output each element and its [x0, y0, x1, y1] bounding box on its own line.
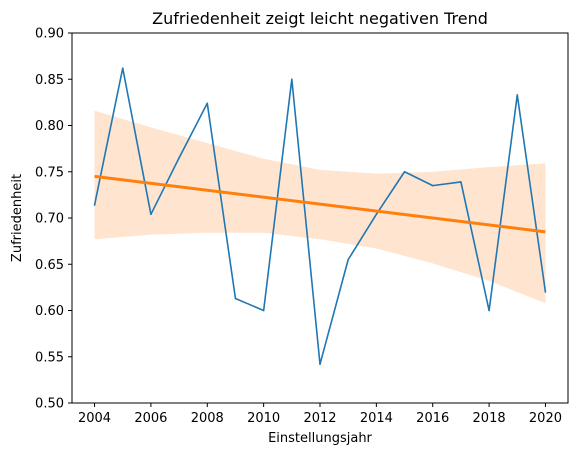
data-point-2005 — [121, 67, 124, 69]
y-tick-label-3: 0.65 — [35, 258, 64, 273]
data-point-2007 — [178, 157, 180, 159]
data-point-2014 — [375, 213, 378, 216]
data-point-2004 — [93, 204, 96, 206]
x-axis-label: Einstellungsjahr — [268, 431, 372, 446]
x-axis: 2004 2006 2008 2010 2012 2014 2016 2018 2020 — [78, 403, 562, 426]
x-tick-label-2010: 2010 — [247, 411, 280, 426]
data-point-2008 — [206, 102, 209, 105]
data-point-2020 — [544, 291, 547, 293]
data-point-2009 — [234, 297, 237, 300]
data-point-2011 — [291, 78, 293, 81]
x-tick-label-2012: 2012 — [303, 411, 336, 426]
x-tick-label-2006: 2006 — [134, 411, 167, 426]
confidence-band — [94, 110, 546, 304]
data-point-2013 — [347, 258, 349, 261]
y-axis-label: Zufriedenheit — [10, 174, 25, 262]
y-tick-label-0: 0.50 — [35, 397, 64, 412]
y-tick-label-4: 0.70 — [35, 212, 64, 227]
data-points — [93, 67, 547, 365]
x-tick-label-2018: 2018 — [473, 411, 506, 426]
y-tick-label-1: 0.55 — [35, 350, 64, 365]
y-axis: 0.50 0.55 0.60 0.65 0.70 0.75 0.80 0.85 0.90 — [35, 27, 72, 412]
data-point-2010 — [262, 309, 265, 312]
plot-area — [93, 67, 547, 365]
x-tick-label-2020: 2020 — [529, 411, 562, 426]
data-point-2019 — [516, 94, 519, 96]
trend-line — [94, 174, 546, 234]
y-tick-label-2: 0.60 — [35, 304, 64, 319]
x-tick-label-2016: 2016 — [416, 411, 449, 426]
x-tick-label-2004: 2004 — [78, 411, 111, 426]
chart-title: Zufriedenheit zeigt leicht negativen Tre… — [152, 9, 488, 28]
data-point-2017 — [460, 181, 462, 183]
y-tick-label-6: 0.80 — [35, 119, 64, 134]
data-point-2018 — [488, 309, 490, 312]
y-tick-label-8: 0.90 — [35, 27, 64, 42]
data-point-2016 — [431, 184, 434, 187]
x-tick-label-2014: 2014 — [360, 411, 393, 426]
y-tick-label-5: 0.75 — [35, 165, 64, 180]
x-tick-label-2008: 2008 — [191, 411, 224, 426]
data-point-2012 — [319, 363, 321, 365]
y-tick-label-7: 0.85 — [35, 73, 64, 88]
data-point-2015 — [403, 170, 406, 173]
data-point-2006 — [150, 213, 152, 216]
